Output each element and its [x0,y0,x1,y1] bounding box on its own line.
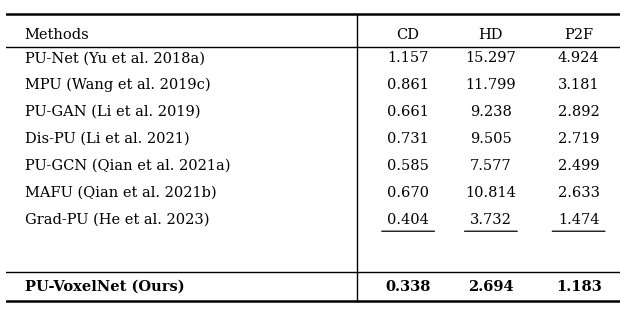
Text: Methods: Methods [24,28,90,42]
Text: 2.892: 2.892 [558,105,600,119]
Text: 0.661: 0.661 [387,105,429,119]
Text: 15.297: 15.297 [466,51,516,65]
Text: 0.404: 0.404 [387,212,429,227]
Text: PU-GAN (Li et al. 2019): PU-GAN (Li et al. 2019) [24,105,200,119]
Text: MPU (Wang et al. 2019c): MPU (Wang et al. 2019c) [24,78,210,92]
Text: 0.338: 0.338 [386,280,431,294]
Text: 3.732: 3.732 [470,212,512,227]
Text: 0.585: 0.585 [387,159,429,173]
Text: MAFU (Qian et al. 2021b): MAFU (Qian et al. 2021b) [24,186,217,200]
Text: 1.183: 1.183 [556,280,602,294]
Text: 2.719: 2.719 [558,132,599,146]
Text: 3.181: 3.181 [558,78,600,92]
Text: 9.505: 9.505 [470,132,512,146]
Text: 1.157: 1.157 [387,51,429,65]
Text: 0.670: 0.670 [387,186,429,200]
Text: 2.633: 2.633 [558,186,600,200]
Text: CD: CD [397,28,419,42]
Text: 10.814: 10.814 [466,186,516,200]
Text: 1.474: 1.474 [558,212,599,227]
Text: 7.577: 7.577 [470,159,511,173]
Text: Grad-PU (He et al. 2023): Grad-PU (He et al. 2023) [24,212,209,227]
Text: 11.799: 11.799 [466,78,516,92]
Text: 4.924: 4.924 [558,51,600,65]
Text: HD: HD [479,28,503,42]
Text: Dis-PU (Li et al. 2021): Dis-PU (Li et al. 2021) [24,132,189,146]
Text: 0.731: 0.731 [387,132,429,146]
Text: P2F: P2F [564,28,593,42]
Text: PU-GCN (Qian et al. 2021a): PU-GCN (Qian et al. 2021a) [24,159,230,173]
Text: 0.861: 0.861 [387,78,429,92]
Text: PU-VoxelNet (Ours): PU-VoxelNet (Ours) [24,280,184,294]
Text: 9.238: 9.238 [470,105,512,119]
Text: 2.694: 2.694 [468,280,514,294]
Text: PU-Net (Yu et al. 2018a): PU-Net (Yu et al. 2018a) [24,51,205,65]
Text: 2.499: 2.499 [558,159,600,173]
